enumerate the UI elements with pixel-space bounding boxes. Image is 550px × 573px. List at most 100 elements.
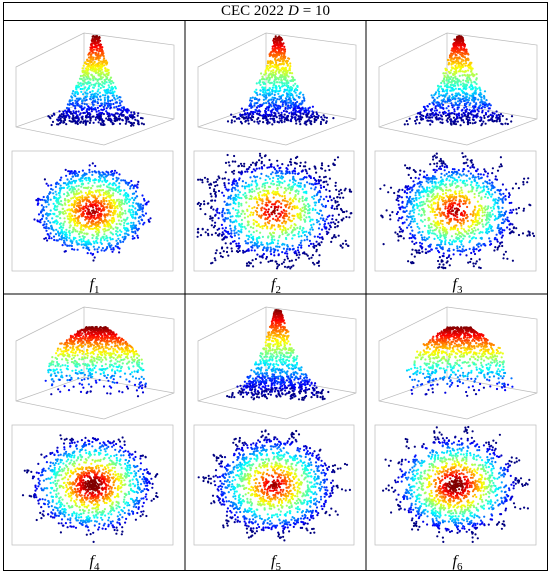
sample-point bbox=[102, 228, 105, 231]
sample-point bbox=[262, 102, 265, 105]
sample-point bbox=[224, 242, 227, 245]
sample-point bbox=[95, 225, 98, 228]
sample-point bbox=[274, 40, 277, 43]
sample-point bbox=[308, 119, 311, 122]
sample-point bbox=[276, 262, 279, 265]
sample-point bbox=[318, 212, 321, 215]
sample-point bbox=[112, 214, 115, 217]
sample-point bbox=[105, 75, 108, 78]
sample-point bbox=[274, 172, 277, 175]
sample-point bbox=[130, 124, 133, 127]
sample-point bbox=[77, 233, 81, 236]
sample-point bbox=[283, 118, 286, 121]
sample-point bbox=[337, 221, 340, 224]
sample-point bbox=[301, 229, 304, 232]
sample-point bbox=[99, 111, 102, 114]
sample-point bbox=[295, 206, 298, 209]
sample-point bbox=[468, 97, 471, 100]
sample-point bbox=[66, 244, 69, 247]
sample-point bbox=[107, 95, 110, 98]
sample-point bbox=[227, 254, 230, 257]
sample-point bbox=[261, 75, 264, 78]
sample-point bbox=[214, 199, 217, 202]
sample-point bbox=[131, 237, 134, 240]
sample-point bbox=[322, 217, 325, 220]
sample-point bbox=[299, 123, 302, 126]
sample-point bbox=[336, 207, 339, 210]
sample-point bbox=[92, 48, 95, 51]
sample-point bbox=[57, 182, 60, 185]
sample-point bbox=[75, 204, 79, 208]
sample-point bbox=[235, 117, 238, 120]
sample-point bbox=[227, 178, 230, 181]
sample-point bbox=[261, 114, 264, 117]
sample-point bbox=[339, 188, 342, 191]
sample-point bbox=[126, 197, 129, 200]
sample-point bbox=[99, 185, 102, 188]
sample-point bbox=[450, 69, 453, 72]
sample-point bbox=[265, 193, 268, 196]
sample-point bbox=[137, 220, 140, 223]
sample-point bbox=[255, 82, 258, 85]
sample-point bbox=[101, 94, 105, 97]
sample-point bbox=[73, 199, 76, 202]
sample-point bbox=[298, 243, 301, 247]
sample-point bbox=[126, 222, 129, 225]
sample-point bbox=[330, 206, 333, 210]
sample-point bbox=[134, 211, 138, 214]
sample-point bbox=[339, 244, 342, 247]
sample-point bbox=[94, 67, 97, 70]
sample-point bbox=[109, 210, 112, 213]
sample-point bbox=[256, 118, 259, 121]
sample-point bbox=[47, 227, 50, 230]
sample-point bbox=[290, 118, 293, 121]
sample-point bbox=[265, 257, 268, 260]
sample-point bbox=[83, 232, 86, 235]
sample-point bbox=[458, 99, 461, 102]
sample-point bbox=[311, 228, 314, 231]
sample-point bbox=[68, 181, 72, 184]
sample-point bbox=[120, 219, 123, 223]
sample-point bbox=[299, 214, 302, 217]
sample-point bbox=[98, 175, 101, 178]
sample-point bbox=[216, 234, 219, 237]
sample-point bbox=[273, 203, 276, 206]
sample-point bbox=[59, 217, 62, 220]
sample-point bbox=[107, 222, 110, 225]
sample-point bbox=[313, 194, 316, 197]
sample-point bbox=[54, 190, 57, 193]
sample-point bbox=[229, 220, 232, 223]
sample-point bbox=[305, 235, 309, 238]
sample-point bbox=[130, 179, 133, 183]
sample-point bbox=[221, 215, 224, 218]
sample-point bbox=[240, 164, 243, 167]
sample-point bbox=[252, 238, 255, 241]
sample-point bbox=[90, 243, 93, 246]
sample-point bbox=[59, 210, 62, 213]
sample-point bbox=[309, 228, 312, 231]
sample-point bbox=[240, 228, 243, 231]
sample-point bbox=[93, 256, 96, 259]
sample-point bbox=[258, 112, 261, 116]
sample-point bbox=[446, 86, 449, 89]
sample-point bbox=[87, 205, 90, 208]
sample-point bbox=[301, 101, 304, 104]
sample-point bbox=[315, 115, 318, 118]
sample-point bbox=[435, 109, 438, 112]
sample-point bbox=[59, 184, 62, 187]
sample-point bbox=[468, 86, 471, 89]
sample-point bbox=[301, 195, 304, 198]
sample-point bbox=[93, 203, 96, 206]
sample-point bbox=[258, 196, 261, 199]
sample-point bbox=[297, 181, 300, 185]
sample-point bbox=[122, 106, 125, 109]
sample-point bbox=[292, 176, 295, 180]
sample-point bbox=[315, 244, 318, 247]
sample-point bbox=[450, 102, 453, 105]
sample-point bbox=[115, 112, 118, 115]
sample-point bbox=[224, 226, 227, 229]
panel-f1: f1 bbox=[4, 21, 185, 296]
sample-point bbox=[268, 121, 271, 124]
sample-point bbox=[122, 224, 126, 227]
sample-point bbox=[55, 228, 58, 231]
